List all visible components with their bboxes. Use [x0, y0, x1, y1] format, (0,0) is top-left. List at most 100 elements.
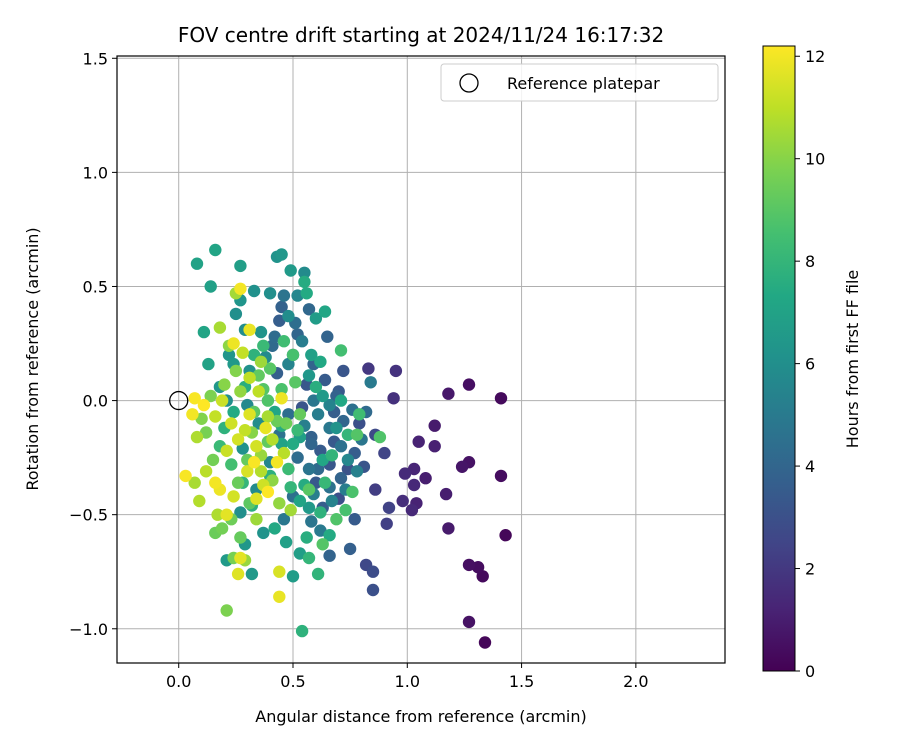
data-point	[309, 380, 323, 394]
data-point	[257, 339, 270, 352]
data-point	[273, 565, 286, 578]
reference-platepar-point	[169, 390, 189, 411]
data-point	[234, 506, 247, 519]
data-point	[250, 492, 263, 505]
data-point	[257, 526, 270, 540]
x-tick-label: 0.5	[280, 672, 305, 691]
data-point	[277, 289, 291, 302]
data-point	[407, 478, 421, 492]
data-point	[282, 309, 295, 323]
colorbar-ticks: 0 2 4 6 8 10 12	[795, 47, 825, 681]
data-point	[369, 483, 382, 496]
data-point	[314, 524, 327, 537]
data-point	[270, 456, 284, 469]
chart-title: FOV centre drift starting at 2024/11/24 …	[178, 23, 664, 47]
data-point	[293, 408, 307, 421]
data-point	[366, 583, 380, 597]
data-point	[334, 472, 348, 485]
data-point	[236, 346, 249, 359]
data-point	[243, 408, 256, 421]
data-point	[273, 497, 286, 510]
data-point	[341, 428, 355, 441]
data-point	[215, 522, 229, 535]
data-point	[247, 284, 261, 298]
legend: Reference platepar	[440, 63, 719, 102]
data-point	[346, 485, 359, 499]
x-tick-label: 2.0	[623, 672, 648, 691]
data-point	[204, 389, 217, 403]
data-point	[263, 362, 277, 375]
data-point	[193, 494, 206, 508]
data-point	[305, 437, 318, 451]
data-point	[362, 362, 375, 375]
data-point	[478, 636, 492, 649]
data-point	[204, 280, 217, 293]
data-point	[428, 419, 441, 432]
colorbar-tick-label: 8	[805, 252, 815, 271]
data-point	[268, 330, 281, 343]
legend-marker	[459, 73, 479, 93]
data-point	[277, 513, 291, 526]
legend-entry: Reference platepar	[507, 74, 660, 93]
data-point	[389, 364, 403, 378]
data-point	[209, 476, 222, 489]
data-point	[202, 357, 215, 371]
data-point	[261, 410, 275, 423]
data-point	[442, 522, 455, 535]
data-point	[378, 446, 391, 460]
data-point	[277, 335, 291, 348]
x-tick-label: 0.0	[166, 672, 191, 691]
data-point	[220, 508, 233, 521]
data-point	[325, 449, 339, 462]
data-point	[279, 535, 293, 549]
data-point	[330, 513, 343, 526]
data-point	[300, 531, 313, 544]
y-tick-label: 0.0	[83, 392, 108, 411]
data-point	[337, 364, 350, 378]
data-point	[305, 515, 318, 528]
data-point	[314, 506, 327, 519]
y-axis-label: Rotation from reference (arcmin)	[23, 227, 42, 490]
data-point	[442, 387, 455, 400]
data-point	[195, 412, 208, 425]
data-point	[318, 476, 332, 489]
data-point	[231, 567, 245, 581]
data-point	[323, 549, 336, 562]
data-point	[321, 330, 334, 343]
data-point	[227, 490, 240, 503]
data-point	[254, 325, 268, 339]
data-point	[263, 287, 277, 300]
data-point	[309, 312, 323, 325]
data-point	[311, 408, 325, 421]
data-point	[291, 424, 304, 437]
data-point	[323, 398, 336, 412]
data-point	[300, 287, 313, 300]
data-point	[238, 424, 252, 437]
data-point	[494, 469, 508, 483]
data-point	[353, 417, 366, 430]
data-point	[243, 371, 256, 384]
data-point	[302, 551, 316, 565]
data-point	[364, 376, 377, 389]
data-point	[305, 348, 318, 362]
data-point	[353, 408, 366, 421]
data-point	[325, 494, 339, 508]
data-point	[323, 529, 336, 542]
data-point	[334, 440, 348, 453]
data-points	[179, 243, 512, 649]
x-tick-label: 1.0	[395, 672, 420, 691]
data-point	[316, 389, 329, 403]
data-point	[334, 344, 348, 357]
data-point	[229, 307, 243, 321]
data-point	[229, 364, 243, 378]
x-axis-label: Angular distance from reference (arcmin)	[255, 707, 586, 726]
data-point	[234, 282, 247, 295]
data-point	[289, 376, 302, 389]
data-point	[295, 624, 309, 638]
data-point	[298, 275, 311, 289]
colorbar	[762, 45, 796, 672]
data-point	[231, 433, 245, 446]
colorbar-tick-label: 0	[805, 662, 815, 681]
data-point	[382, 501, 396, 514]
